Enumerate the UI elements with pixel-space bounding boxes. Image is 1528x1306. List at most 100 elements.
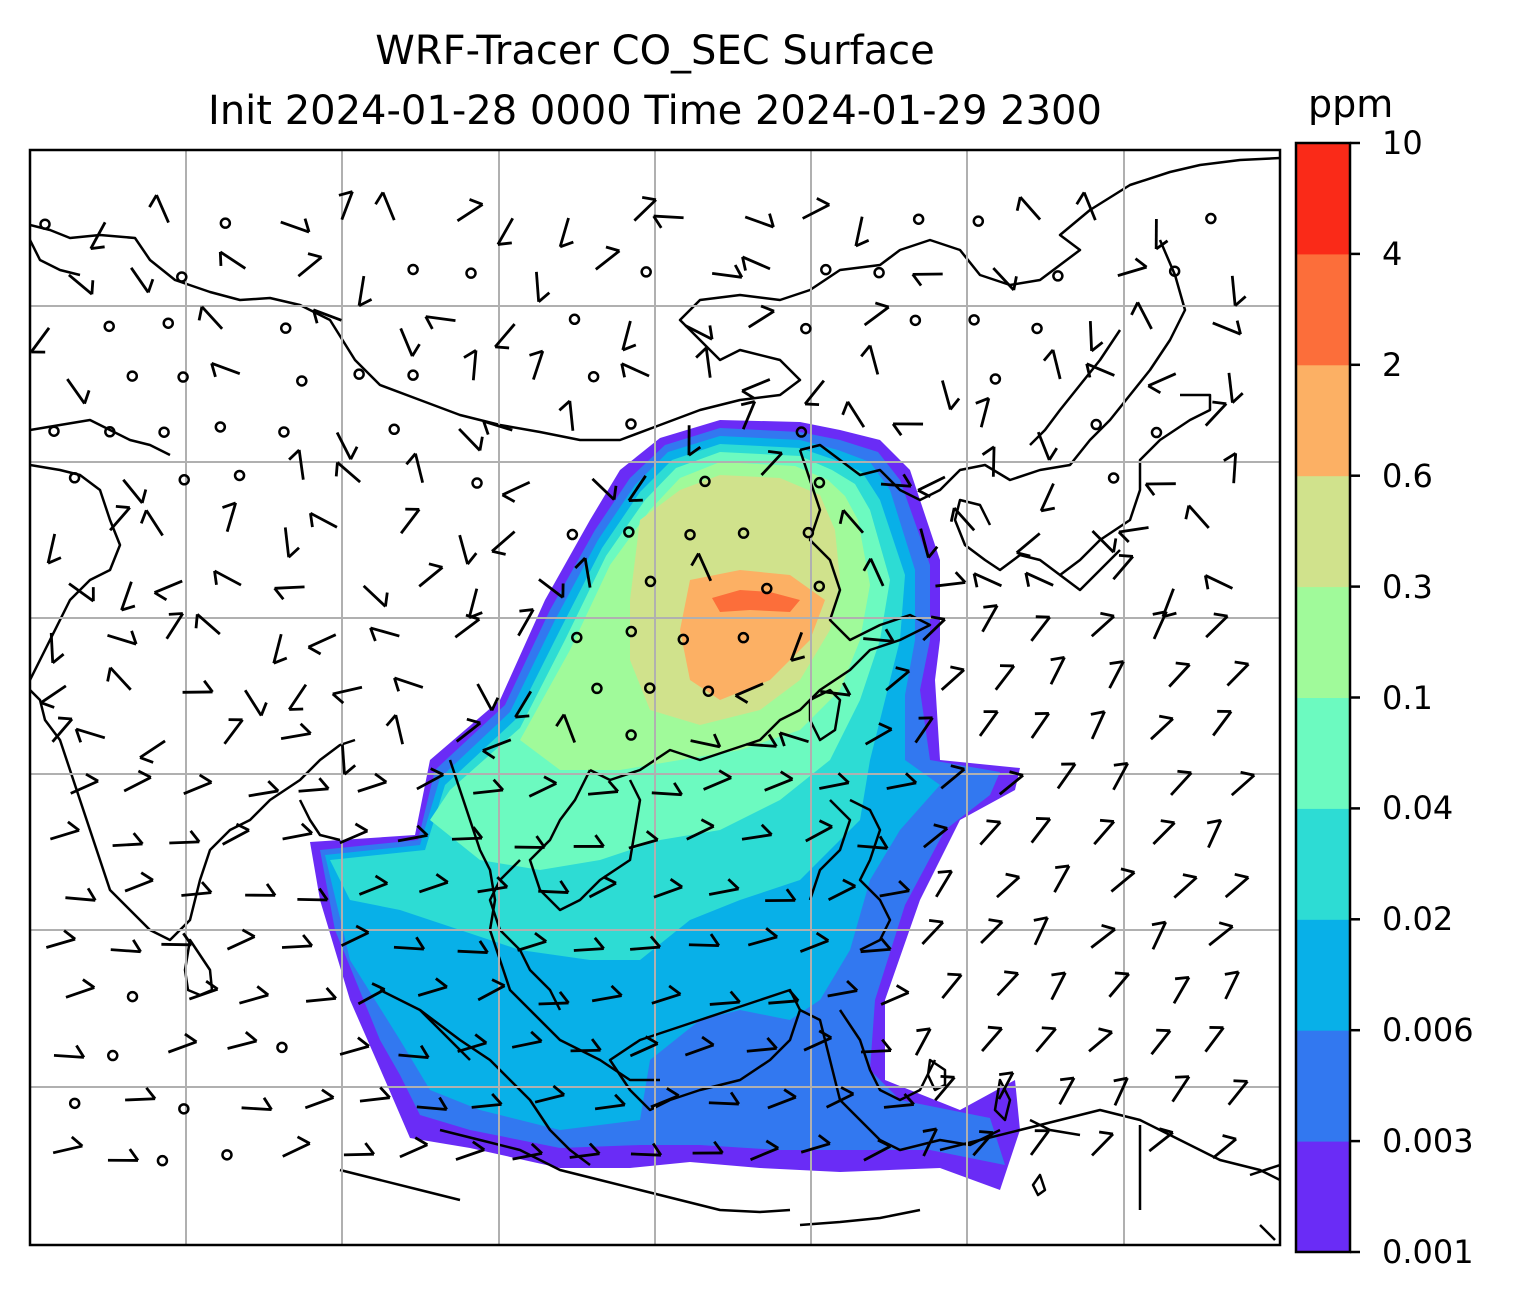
gridlines (30, 150, 1280, 1245)
wind-barb (941, 972, 963, 1000)
wind-barb (1224, 970, 1240, 1000)
wind-barb (417, 977, 448, 997)
wind-barb (860, 1038, 893, 1054)
calm-wind-circle (126, 990, 139, 1003)
wind-barb (280, 722, 312, 740)
wind-barb (972, 572, 1003, 588)
wind-barb (335, 431, 359, 460)
wind-barb (107, 630, 138, 646)
wind-barb (854, 216, 870, 248)
wind-barb (1093, 818, 1116, 846)
wind-barb (740, 400, 757, 430)
wind-barb (741, 378, 771, 400)
wind-barb (1090, 710, 1106, 740)
wind-barb (1053, 864, 1071, 893)
calm-wind-circle (737, 631, 750, 644)
wind-barb (911, 272, 943, 287)
wind-barb (1030, 817, 1052, 844)
wind-barb (473, 778, 505, 795)
calm-wind-circle (640, 266, 652, 278)
wind-barb (74, 727, 106, 743)
wind-barb (864, 722, 893, 746)
wind-barb (940, 665, 965, 691)
wind-barb (281, 934, 314, 949)
wind-barb (338, 190, 354, 221)
wind-barb (1075, 191, 1097, 221)
wind-barb (283, 527, 300, 559)
wind-barb (591, 477, 618, 501)
wind-barb (862, 557, 885, 587)
wind-barb (476, 683, 500, 712)
wind-barb (734, 682, 764, 704)
calm-wind-circle (1205, 212, 1217, 225)
wind-barb (107, 1148, 140, 1162)
wind-barb (1088, 320, 1104, 353)
wind-barb (1223, 452, 1238, 484)
wind-barb (994, 664, 1016, 691)
wind-barb (455, 717, 482, 743)
wind-barb (248, 780, 280, 798)
wind-barb (1208, 921, 1234, 947)
wind-barb (471, 1093, 503, 1109)
wind-barb (49, 820, 80, 841)
colorbar-segment (1296, 919, 1350, 1031)
wind-barb (1150, 1028, 1172, 1056)
wind-barb (570, 1038, 602, 1053)
wind-barb (935, 869, 953, 898)
calm-wind-circle (68, 472, 81, 484)
wind-barb (922, 823, 949, 849)
calm-wind-circle (233, 469, 246, 482)
calm-wind-circle (103, 320, 115, 333)
wind-barb (397, 824, 429, 843)
wind-barb (980, 918, 1004, 944)
colorbar-segment (1296, 364, 1350, 477)
wind-barb (921, 919, 945, 945)
wind-barb (629, 1035, 659, 1058)
calm-wind-circle (677, 633, 690, 646)
wind-barb (860, 937, 892, 954)
wind-barb (1039, 482, 1056, 513)
wind-barb (501, 480, 531, 503)
wind-barb (455, 1140, 486, 1161)
wind-barb (628, 830, 659, 850)
calm-wind-circle (407, 369, 419, 381)
calm-wind-circle (989, 373, 1002, 385)
wind-barb (197, 305, 224, 330)
calm-wind-circle (795, 426, 808, 438)
wind-barb (46, 533, 62, 565)
wind-barb (528, 775, 558, 798)
wind-barb (1147, 372, 1177, 395)
calm-wind-circle (471, 477, 483, 489)
wind-barb (863, 301, 890, 327)
wind-barb (1150, 714, 1174, 741)
wind-barb (288, 448, 305, 480)
wind-barb (221, 822, 250, 846)
wind-barb (629, 935, 662, 951)
wind-barb (827, 878, 856, 902)
calm-wind-circle (644, 575, 657, 588)
wind-barb (799, 931, 830, 953)
wind-barb (362, 584, 389, 608)
wind-barb (457, 1033, 488, 1053)
wind-barb (49, 632, 65, 665)
wind-barb (690, 733, 722, 749)
calm-wind-circle (702, 685, 715, 697)
map-frame (28, 148, 1282, 1247)
wind-barb (280, 218, 311, 234)
wind-barb (1015, 532, 1041, 558)
wind-barb (482, 419, 513, 435)
calm-wind-circle (158, 426, 170, 438)
wind-barb (1108, 971, 1130, 998)
wind-barb (1015, 196, 1042, 221)
wind-barb (399, 1136, 429, 1159)
wind-barb (1224, 872, 1250, 899)
wind-barb (52, 1135, 84, 1155)
wind-barb (1204, 574, 1234, 590)
wind-barb (456, 198, 484, 222)
wind-barb (747, 927, 779, 947)
wind-barb (309, 511, 338, 529)
wind-barb (424, 315, 456, 330)
wind-barb (334, 461, 362, 484)
wind-barb (1212, 320, 1242, 336)
